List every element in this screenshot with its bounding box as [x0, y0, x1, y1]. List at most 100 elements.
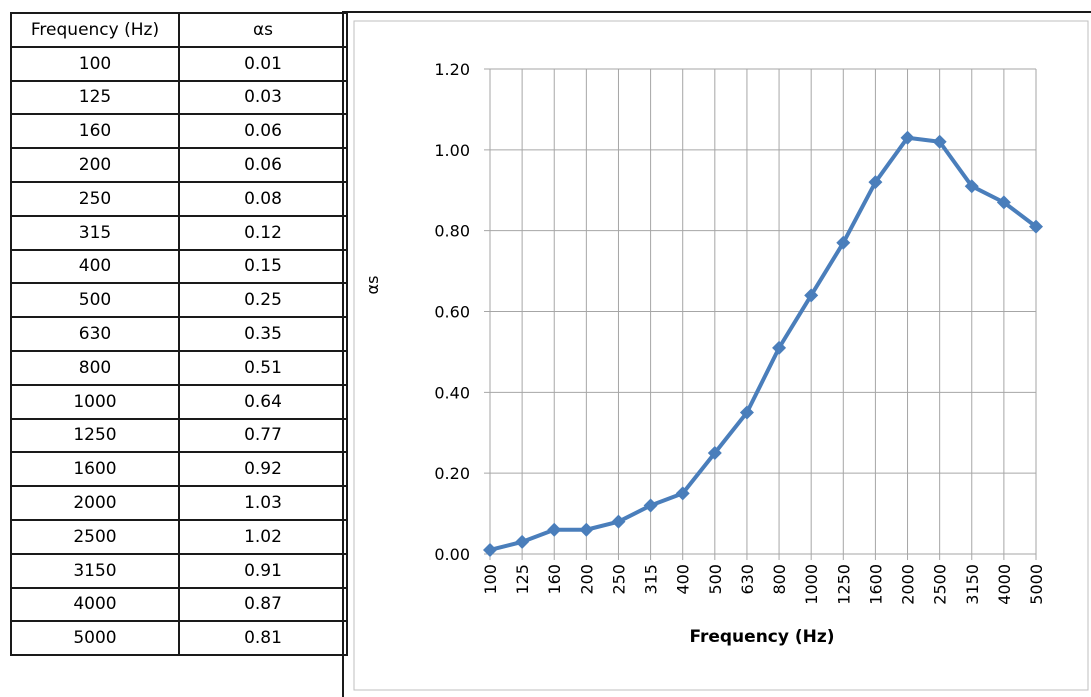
- alpha-cell: 0.87: [178, 586, 348, 623]
- data-point: [996, 195, 1011, 210]
- table-row: 100 0.01: [10, 45, 348, 82]
- data-point: [804, 288, 819, 303]
- y-tick-label: 1.20: [434, 60, 470, 79]
- data-point: [739, 405, 754, 420]
- table-row: 315 0.12: [10, 214, 348, 251]
- y-tick-label: 0.00: [434, 545, 470, 564]
- table-row: 1250 0.77: [10, 417, 348, 454]
- x-tick-label: 250: [609, 564, 628, 595]
- x-tick-label: 160: [545, 564, 564, 595]
- alpha-cell: 0.81: [178, 620, 348, 657]
- data-point: [772, 340, 787, 355]
- x-tick-label: 500: [706, 564, 725, 595]
- x-tick-label: 4000: [995, 564, 1014, 605]
- data-point: [932, 134, 947, 149]
- alpha-cell: 0.01: [178, 45, 348, 82]
- data-point: [579, 522, 594, 537]
- x-tick-label: 200: [577, 564, 596, 595]
- frequency-cell: 2500: [10, 518, 180, 555]
- frequency-cell: 5000: [10, 620, 180, 657]
- data-point: [483, 542, 497, 557]
- frequency-cell: 250: [10, 180, 180, 217]
- frequency-cell: 2000: [10, 485, 180, 521]
- header-alpha: αs: [178, 12, 348, 48]
- data-point: [643, 498, 658, 513]
- x-tick-label: 630: [738, 564, 757, 595]
- alpha-cell: 1.03: [178, 485, 348, 521]
- x-tick-label: 3150: [963, 564, 982, 605]
- y-tick-label: 0.40: [434, 383, 470, 402]
- table-row: 2500 1.02: [10, 518, 348, 555]
- x-tick-label: 400: [674, 564, 693, 595]
- table-row: 2000 1.03: [10, 485, 348, 521]
- data-point: [836, 235, 851, 250]
- alpha-cell: 0.12: [178, 214, 348, 251]
- data-point: [611, 514, 626, 529]
- alpha-cell: 0.35: [178, 316, 348, 352]
- alpha-cell: 0.06: [178, 147, 348, 183]
- table-row: 5000 0.81: [10, 620, 348, 657]
- table-row: 500 0.25: [10, 282, 348, 319]
- y-tick-label: 0.80: [434, 222, 470, 241]
- x-tick-label: 2500: [931, 564, 950, 605]
- frequency-cell: 630: [10, 316, 180, 352]
- frequency-cell: 4000: [10, 586, 180, 623]
- x-tick-label: 1250: [834, 564, 853, 605]
- x-axis-label: Frequency (Hz): [689, 627, 834, 647]
- table-header-row: Frequency (Hz) αs: [10, 12, 348, 48]
- alpha-cell: 0.51: [178, 349, 348, 386]
- frequency-cell: 1250: [10, 417, 180, 454]
- alpha-cell: 0.64: [178, 383, 348, 420]
- frequency-cell: 100: [10, 45, 180, 82]
- x-tick-label: 100: [481, 564, 500, 595]
- data-point: [964, 179, 979, 194]
- x-ticks: 100 125 160 200 250 315 400 500 630 800 1000 1250 16…: [481, 564, 1046, 605]
- table-row: 4000 0.87: [10, 586, 348, 623]
- table-row: 125 0.03: [10, 79, 348, 116]
- frequency-cell: 1000: [10, 383, 180, 420]
- alpha-cell: 0.91: [178, 552, 348, 589]
- alpha-cell: 0.06: [178, 113, 348, 150]
- frequency-cell: 1600: [10, 451, 180, 488]
- alpha-cell: 0.25: [178, 282, 348, 319]
- x-tick-label: 5000: [1027, 564, 1046, 605]
- alpha-cell: 0.08: [178, 180, 348, 217]
- frequency-cell: 160: [10, 113, 180, 150]
- alpha-cell: 0.92: [178, 451, 348, 488]
- table-row: 1000 0.64: [10, 383, 348, 420]
- data-table: Frequency (Hz) αs 100 0.01 125 0.03 160 0.06 2…: [10, 12, 348, 657]
- alpha-cell: 0.77: [178, 417, 348, 454]
- frequency-cell: 400: [10, 248, 180, 285]
- alpha-cell: 0.03: [178, 79, 348, 116]
- y-axis-label: αs: [363, 276, 382, 295]
- data-point: [675, 486, 690, 501]
- x-tick-label: 125: [513, 564, 532, 595]
- y-tick-label: 0.60: [434, 303, 470, 322]
- frequency-cell: 315: [10, 214, 180, 251]
- y-tick-label: 0.20: [434, 464, 470, 483]
- y-ticks: 0.00 0.20 0.40 0.60 0.80 1.00 1.20: [434, 60, 470, 564]
- data-point: [1029, 219, 1043, 234]
- table-body: 100 0.01 125 0.03 160 0.06 200 0.06 250 0.08 315 0.…: [10, 45, 348, 657]
- y-tick-label: 1.00: [434, 141, 470, 160]
- table-row: 1600 0.92: [10, 451, 348, 488]
- table-row: 800 0.51: [10, 349, 348, 386]
- data-point: [547, 522, 562, 537]
- table-row: 630 0.35: [10, 316, 348, 352]
- frequency-cell: 3150: [10, 552, 180, 589]
- data-point: [900, 130, 915, 145]
- x-tick-label: 1000: [802, 564, 821, 605]
- chart-frame: [342, 11, 1091, 697]
- data-point: [515, 534, 530, 549]
- chart-area: [353, 20, 1089, 691]
- frequency-cell: 200: [10, 147, 180, 183]
- frequency-cell: 500: [10, 282, 180, 319]
- table-row: 250 0.08: [10, 180, 348, 217]
- x-tick-label: 315: [642, 564, 661, 595]
- data-point: [868, 175, 883, 190]
- alpha-cell: 0.15: [178, 248, 348, 285]
- x-tick-label: 1600: [866, 564, 885, 605]
- header-frequency: Frequency (Hz): [10, 12, 180, 48]
- frequency-cell: 800: [10, 349, 180, 386]
